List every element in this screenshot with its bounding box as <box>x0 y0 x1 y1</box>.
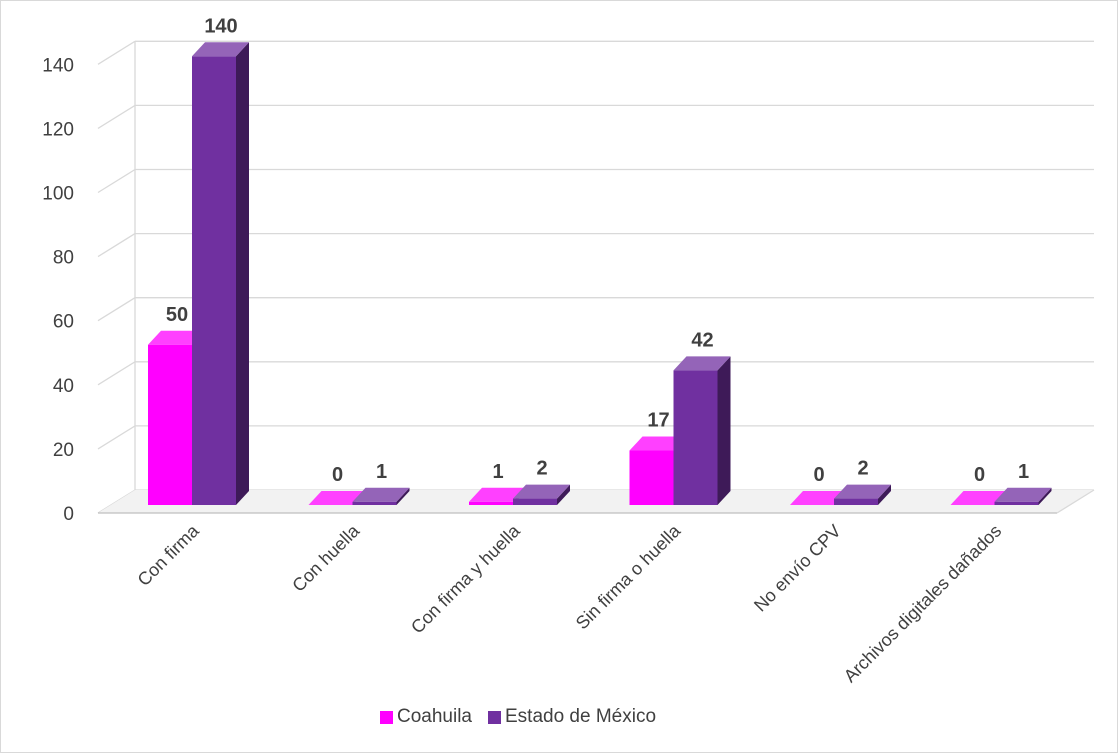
gridline-depth <box>97 425 136 450</box>
bar-top <box>352 487 410 502</box>
bar-top <box>192 42 249 57</box>
bar <box>834 484 891 505</box>
data-label: 140 <box>204 15 237 37</box>
y-tick-label: 100 <box>42 184 74 205</box>
gridline-depth <box>97 168 136 194</box>
bar <box>994 487 1052 505</box>
category-label: Archivos digitales dañados <box>840 521 1006 687</box>
bar <box>790 491 847 505</box>
category-label: Con huella <box>288 520 364 596</box>
bar-top <box>513 484 570 499</box>
bar-front <box>469 501 513 505</box>
bar-side <box>878 484 891 505</box>
bar-side <box>717 356 731 505</box>
data-label: 42 <box>691 329 713 351</box>
y-tick-label: 20 <box>53 440 74 461</box>
category-label: Sin firma o huella <box>572 520 685 633</box>
bar-side <box>557 484 570 505</box>
bar-top <box>834 484 891 499</box>
legend-swatch-estado-de-mexico <box>488 710 501 724</box>
data-label: 0 <box>974 464 985 486</box>
bar-top <box>308 491 366 505</box>
y-tick-label: 120 <box>42 119 74 140</box>
legend-item-coahuila: Coahuila <box>380 706 472 728</box>
legend-label-coahuila: Coahuila <box>397 706 472 727</box>
bar-top <box>148 330 205 345</box>
gridline-depth <box>97 233 136 258</box>
legend-label-estado-de-mexico: Estado de México <box>505 706 657 727</box>
bar-top <box>790 491 847 505</box>
y-tick-label: 80 <box>53 248 74 269</box>
y-tick-label: 140 <box>42 55 74 76</box>
bar <box>513 484 570 505</box>
category-label: Con firma y huella <box>407 520 524 637</box>
bar <box>308 491 366 505</box>
data-label: 0 <box>332 464 343 486</box>
gridline-depth <box>97 297 136 322</box>
bar-side <box>1038 487 1052 505</box>
bar <box>673 356 731 505</box>
gridline-depth <box>97 40 136 65</box>
y-tick-label: 0 <box>63 504 74 525</box>
data-label: 2 <box>536 458 547 480</box>
bar-front <box>994 501 1039 505</box>
bar-front <box>673 370 718 505</box>
bar-side <box>396 487 410 505</box>
category-label: No envío CPV <box>750 521 845 616</box>
bar-front <box>513 498 557 505</box>
floor-edge <box>1056 489 1095 514</box>
bar <box>950 491 1008 505</box>
bar-front <box>352 501 397 505</box>
data-label: 0 <box>813 464 824 486</box>
y-tick-label: 40 <box>53 376 74 397</box>
bar-top <box>469 487 526 502</box>
data-label: 1 <box>1018 461 1029 483</box>
data-label: 2 <box>857 458 868 480</box>
bar-front <box>192 56 236 506</box>
bar-top <box>950 491 1008 505</box>
data-label: 1 <box>492 461 503 483</box>
legend-item-estado-de-mexico: Estado de México <box>488 706 656 728</box>
bar-front <box>629 450 674 505</box>
data-label: 1 <box>376 461 387 483</box>
data-label: 50 <box>166 304 188 326</box>
bar-top <box>629 436 687 451</box>
legend-swatch-coahuila <box>380 710 393 724</box>
bar-front <box>834 498 878 505</box>
y-tick-label: 60 <box>53 312 74 333</box>
bar <box>192 42 249 506</box>
gridline-depth <box>97 361 136 386</box>
gridline-depth <box>97 104 136 129</box>
bar <box>352 487 410 505</box>
category-label: Con firma <box>134 520 204 590</box>
bar-top <box>673 356 731 371</box>
chart-floor <box>98 490 1094 513</box>
bar-top <box>994 487 1052 502</box>
bar-front <box>148 344 192 505</box>
data-label: 17 <box>647 410 669 432</box>
chart-legend: Coahuila Estado de México <box>380 706 656 728</box>
bar-side <box>236 42 249 506</box>
